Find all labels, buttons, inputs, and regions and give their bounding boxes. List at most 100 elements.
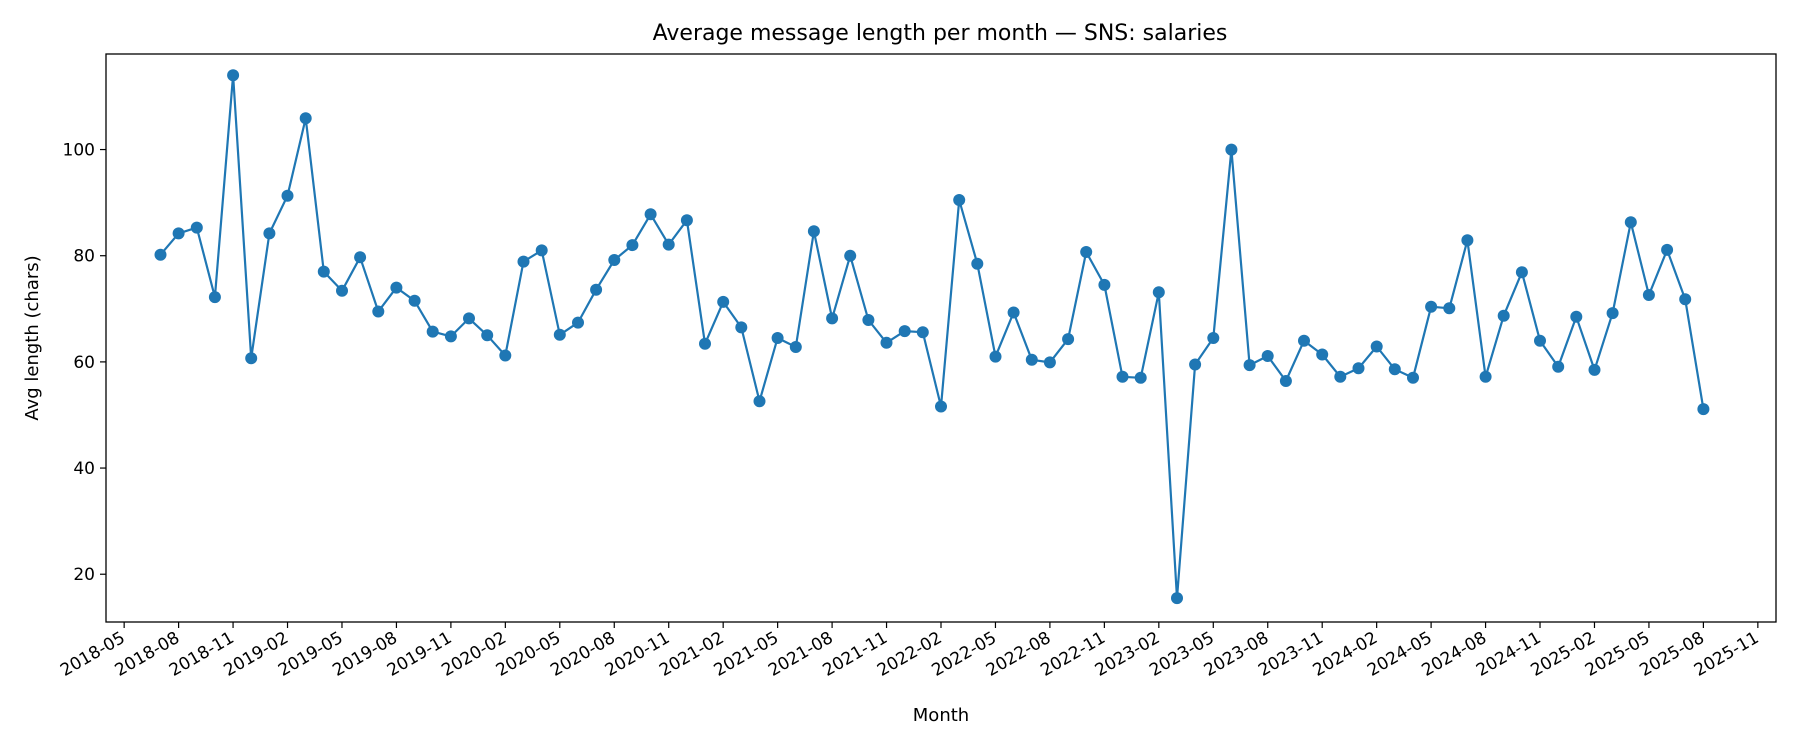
- data-point: [1407, 371, 1419, 384]
- data-point: [699, 337, 711, 350]
- data-point: [680, 214, 693, 227]
- data-point: [880, 336, 893, 349]
- y-tick-label: 100: [63, 141, 95, 161]
- series-line: [159, 74, 1705, 600]
- data-point: [1370, 340, 1383, 353]
- data-point: [354, 251, 367, 264]
- data-point: [281, 189, 294, 202]
- data-point: [989, 350, 1002, 363]
- data-point: [1261, 350, 1274, 362]
- plot-marks: [154, 69, 1710, 605]
- data-point: [1515, 266, 1528, 279]
- data-point: [717, 295, 730, 308]
- data-point: [317, 265, 330, 278]
- data-point: [1425, 300, 1438, 313]
- data-point: [1189, 358, 1202, 371]
- data-point: [1116, 370, 1129, 383]
- data-point: [789, 341, 802, 353]
- y-tick-label: 80: [73, 247, 95, 267]
- data-point: [1298, 334, 1310, 347]
- data-point: [1443, 302, 1456, 315]
- data-point: [426, 325, 439, 338]
- data-point: [190, 221, 203, 234]
- data-point: [245, 352, 258, 365]
- data-point: [1479, 370, 1492, 383]
- data-point: [1025, 353, 1038, 366]
- data-point: [1062, 333, 1075, 346]
- data-point: [1243, 359, 1256, 372]
- data-point: [208, 291, 221, 304]
- data-point: [1534, 334, 1546, 347]
- data-point: [463, 312, 475, 325]
- x-axis: 2018-052018-082018-112019-022019-052019-…: [57, 622, 1762, 681]
- data-point: [1570, 310, 1583, 323]
- data-point: [499, 349, 512, 362]
- data-point: [590, 283, 603, 296]
- data-point: [662, 238, 675, 251]
- data-point: [1171, 592, 1183, 605]
- data-point: [1679, 293, 1692, 306]
- data-point: [390, 281, 403, 294]
- data-point: [971, 257, 984, 270]
- data-point: [1043, 356, 1056, 369]
- data-point: [644, 208, 657, 221]
- data-point: [336, 284, 348, 297]
- data-point: [572, 316, 584, 329]
- y-tick-label: 60: [73, 353, 95, 373]
- data-point: [1588, 363, 1601, 376]
- data-point: [1334, 370, 1347, 383]
- data-point: [372, 305, 385, 318]
- y-axis: 20 40 60 80 100: [63, 141, 106, 585]
- data-point: [1642, 289, 1655, 301]
- data-point: [1497, 309, 1510, 322]
- data-point: [1624, 216, 1637, 229]
- data-point: [517, 255, 530, 268]
- y-tick-label: 40: [73, 459, 95, 479]
- data-point: [1007, 306, 1020, 319]
- data-point: [263, 227, 276, 240]
- data-point: [953, 194, 966, 206]
- plot-area-frame: [105, 53, 1777, 623]
- data-point: [862, 314, 875, 326]
- data-point: [844, 249, 857, 262]
- data-point: [1316, 348, 1329, 361]
- data-point: [898, 325, 911, 338]
- data-point: [408, 294, 421, 307]
- data-point: [1134, 371, 1147, 384]
- data-point: [826, 312, 839, 325]
- data-point: [1279, 375, 1292, 387]
- data-point: [935, 400, 947, 413]
- data-point: [553, 328, 566, 341]
- data-point: [735, 321, 748, 334]
- data-point: [1152, 286, 1165, 299]
- data-point: [1461, 234, 1474, 247]
- data-point: [1352, 362, 1365, 375]
- data-point: [626, 239, 639, 252]
- data-point: [154, 248, 167, 261]
- data-point: [227, 69, 240, 82]
- data-point: [1552, 360, 1565, 373]
- data-point: [807, 225, 820, 238]
- data-point: [299, 112, 312, 125]
- data-point: [753, 395, 766, 408]
- data-point: [1098, 278, 1111, 291]
- data-point: [1661, 243, 1674, 256]
- data-point: [1207, 332, 1220, 344]
- data-point: [1225, 143, 1238, 156]
- data-point: [444, 330, 457, 343]
- data-point: [1388, 363, 1401, 376]
- chart-title: Average message length per month — SNS: …: [653, 21, 1228, 46]
- data-point: [608, 254, 621, 266]
- data-point: [481, 329, 494, 342]
- data-point: [1697, 403, 1710, 416]
- data-point: [771, 332, 784, 344]
- data-point: [1080, 246, 1093, 258]
- data-point: [916, 326, 929, 339]
- x-axis-label: Month: [913, 705, 969, 726]
- data-point: [535, 244, 548, 257]
- data-point: [172, 227, 185, 240]
- y-axis-label: Avg length (chars): [22, 255, 43, 420]
- y-tick-label: 20: [73, 565, 95, 585]
- data-point: [1606, 307, 1619, 320]
